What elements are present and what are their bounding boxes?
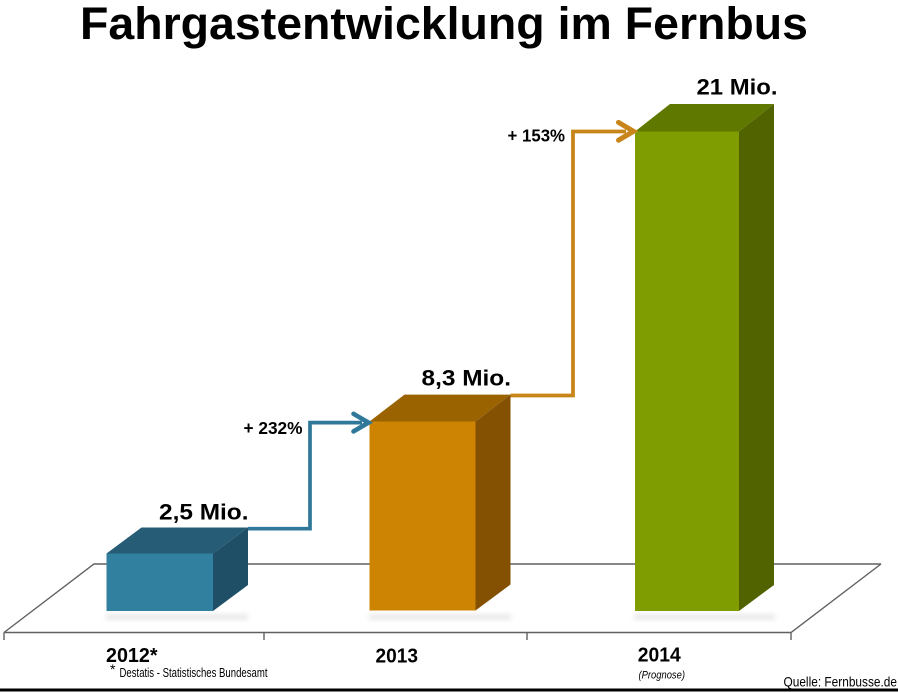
svg-text:21 Mio.: 21 Mio. [697,75,778,100]
svg-text:*: * [110,661,116,677]
svg-text:2,5 Mio.: 2,5 Mio. [159,499,249,524]
svg-text:2013: 2013 [376,645,419,668]
svg-text:Quelle: Fernbusse.de: Quelle: Fernbusse.de [784,674,898,690]
svg-text:Destatis - Statistisches Bunde: Destatis - Statistisches Bundesamt [120,665,268,680]
svg-text:+ 153%: + 153% [508,126,566,146]
svg-text:+ 232%: + 232% [244,418,303,438]
svg-text:(Prognose): (Prognose) [639,670,686,682]
svg-text:2014: 2014 [638,644,682,667]
svg-text:8,3 Mio.: 8,3 Mio. [422,365,512,390]
svg-text:Fahrgastentwicklung im Fernbus: Fahrgastentwicklung im Fernbus [80,0,808,49]
svg-text:2012*: 2012* [106,644,158,667]
